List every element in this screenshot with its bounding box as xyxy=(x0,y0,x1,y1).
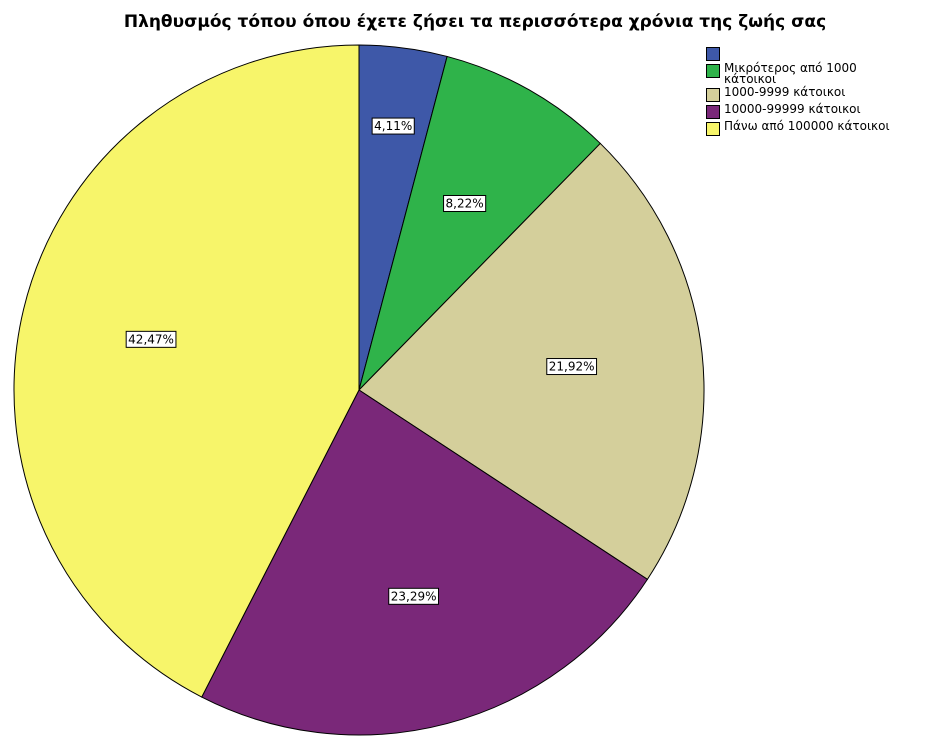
legend-item: Μικρότερος από 1000 κάτοικοι xyxy=(706,61,899,86)
label-box xyxy=(371,117,415,135)
chart-title: Πληθυσμός τόπου όπου έχετε ζήσει τα περι… xyxy=(124,12,826,32)
legend-swatch xyxy=(706,47,720,61)
pie-slice xyxy=(13,44,360,698)
data-label: 42,47% xyxy=(125,330,177,348)
pie-slice xyxy=(358,55,602,392)
label-text: 23,29% xyxy=(391,589,437,603)
label-text: 21,92% xyxy=(549,360,595,374)
legend-swatch xyxy=(706,105,720,119)
legend-swatch xyxy=(706,88,720,102)
data-label: 8,22% xyxy=(443,194,487,212)
data-label: 21,92% xyxy=(546,358,598,376)
pie-slice xyxy=(358,142,705,581)
legend-label: Μικρότερος από 1000 κάτοικοι xyxy=(724,61,857,86)
pie-slice xyxy=(201,389,649,736)
legend-item: 10000-99999 κάτοικοι xyxy=(706,102,899,119)
label-box xyxy=(546,358,598,376)
data-label: 23,29% xyxy=(388,587,440,605)
legend-swatch xyxy=(706,122,720,136)
legend-swatch xyxy=(706,64,720,78)
legend: Μικρότερος από 1000 κάτοικοι 1000-9999 κά… xyxy=(706,46,899,138)
legend-label: 1000-9999 κάτοικοι xyxy=(724,85,846,99)
legend-label: Πάνω από 100000 κάτοικοι xyxy=(724,119,890,133)
legend-item: Πάνω από 100000 κάτοικοι xyxy=(706,119,899,136)
label-text: 42,47% xyxy=(128,332,174,346)
data-label: 4,11% xyxy=(371,117,415,135)
legend-label: 10000-99999 κάτοικοι xyxy=(724,102,861,116)
label-box xyxy=(443,194,487,212)
label-text: 8,22% xyxy=(446,196,484,210)
label-text: 4,11% xyxy=(374,119,412,133)
legend-item: 1000-9999 κάτοικοι xyxy=(706,85,899,102)
label-box xyxy=(125,330,177,348)
label-box xyxy=(388,587,440,605)
legend-item xyxy=(706,46,899,61)
